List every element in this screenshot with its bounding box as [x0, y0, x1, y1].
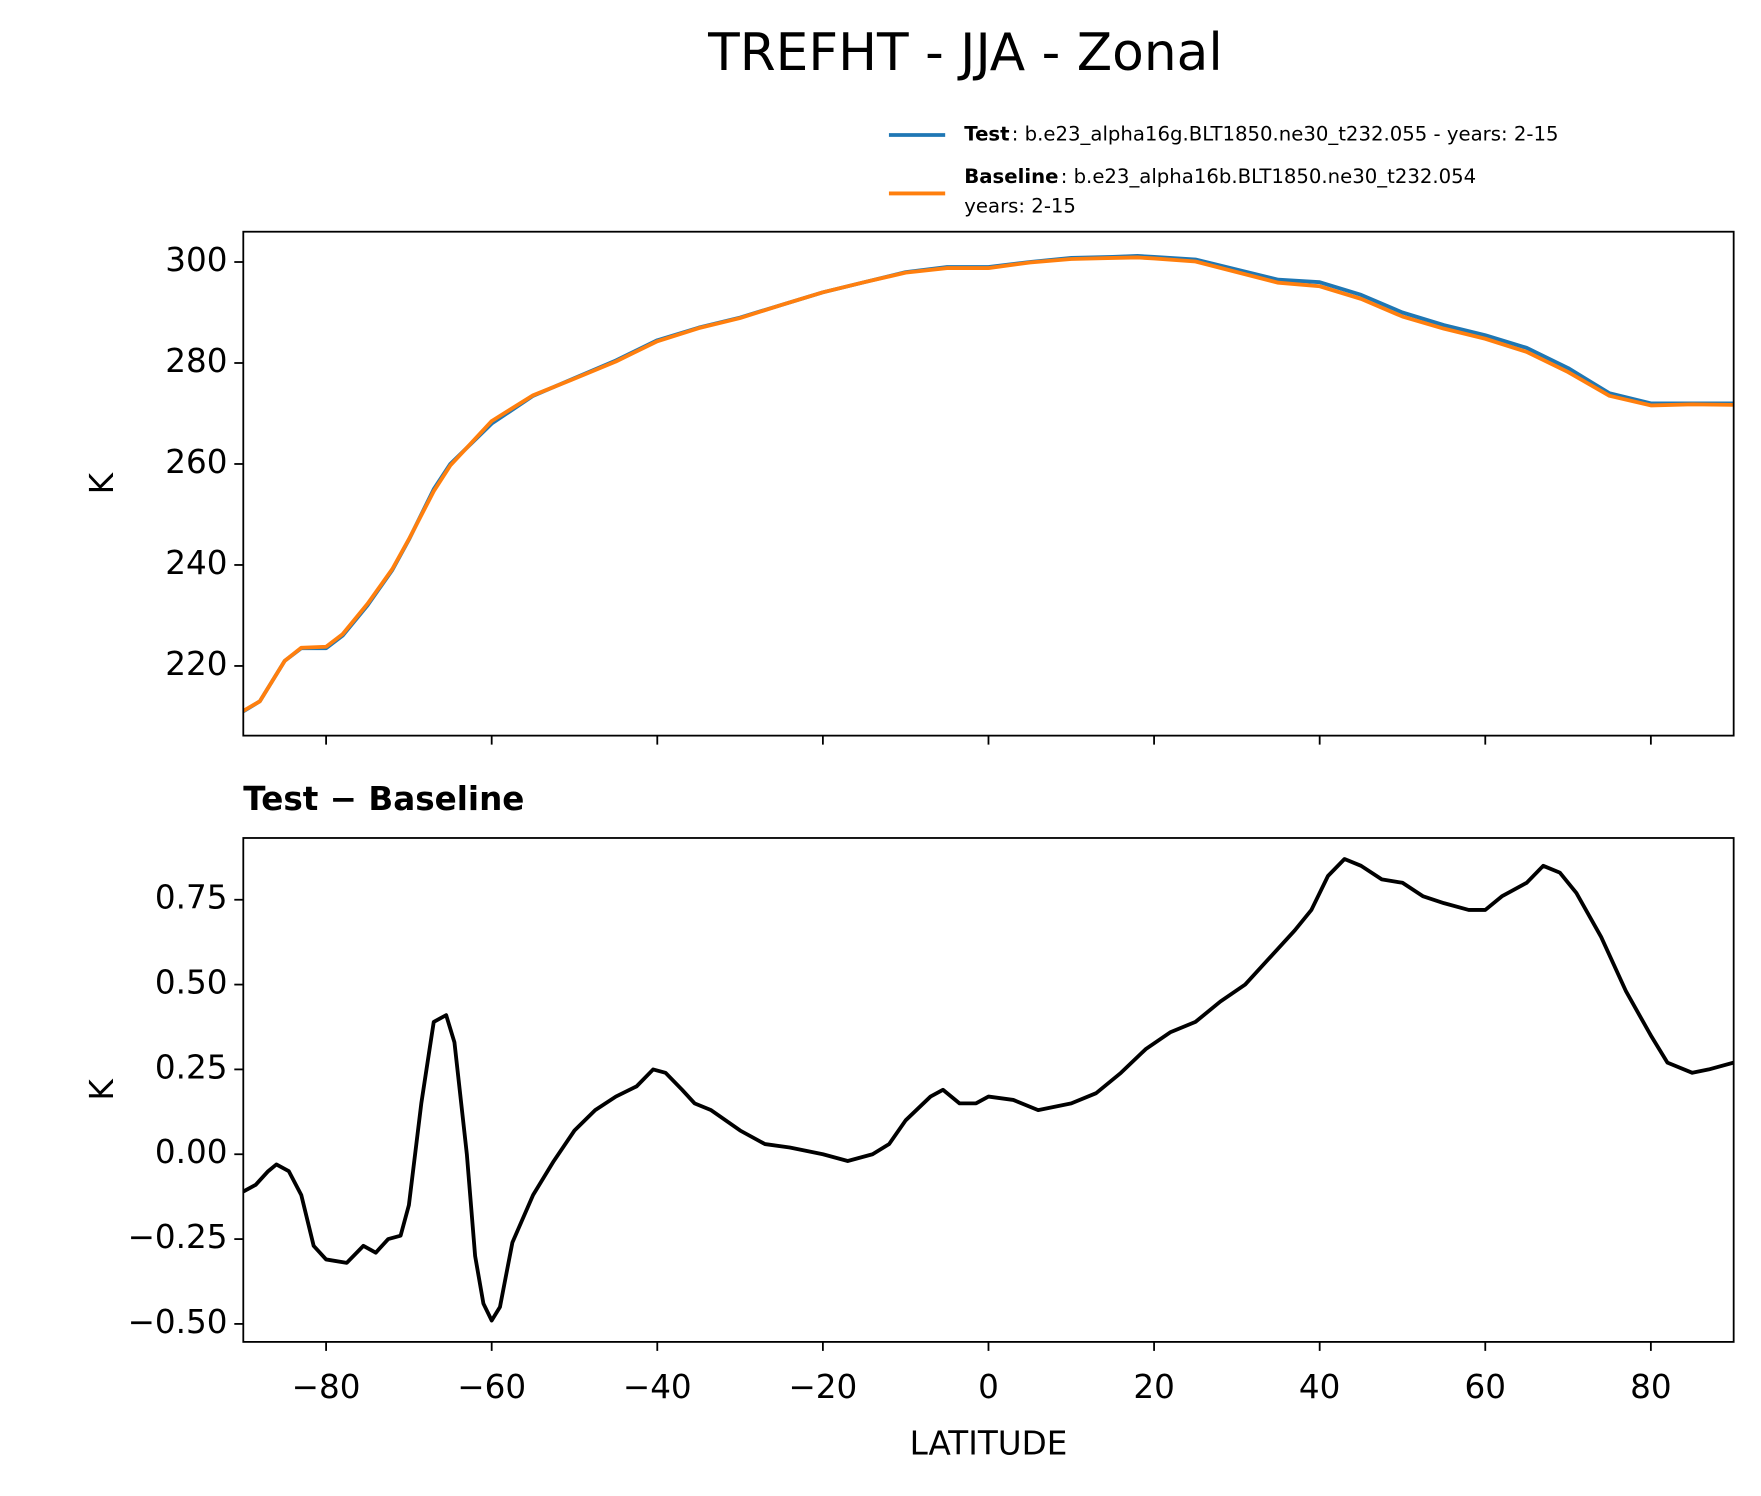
- data-line: [243, 254, 1734, 714]
- x-tick-label: −20: [788, 1368, 857, 1406]
- x-tick-label: 40: [1299, 1368, 1341, 1406]
- axes-frame: [242, 230, 1735, 737]
- legend-description: : b.e23_alpha16g.BLT1850.ne30_t232.055 -…: [1012, 122, 1559, 145]
- data-line: [243, 255, 1734, 713]
- axes-title: Test − Baseline: [243, 780, 524, 818]
- figure-title: TREFHT - JJA - Zonal: [707, 23, 1223, 83]
- x-tick-label: 20: [1133, 1368, 1175, 1406]
- x-tick-label: 80: [1630, 1368, 1671, 1406]
- y-axis-label: K: [83, 1078, 121, 1101]
- legend-description: years: 2-15: [964, 194, 1076, 217]
- y-tick-label: 280: [165, 342, 227, 380]
- y-tick-label: 240: [165, 544, 227, 582]
- y-tick-label: −0.50: [128, 1303, 228, 1341]
- y-tick-label: −0.25: [128, 1218, 228, 1256]
- x-tick-label: −60: [457, 1368, 526, 1406]
- x-tick-label: 0: [978, 1368, 999, 1406]
- legend-description: : b.e23_alpha16b.BLT1850.ne30_t232.054: [1061, 165, 1476, 188]
- legend-label: Baseline: [964, 165, 1058, 188]
- y-tick-label: 220: [165, 645, 227, 683]
- y-axis-label: K: [83, 471, 121, 494]
- y-tick-label: 0.50: [155, 964, 228, 1002]
- axes-frame: [242, 837, 1735, 1343]
- x-tick-label: −40: [623, 1368, 692, 1406]
- y-tick-label: 0.00: [155, 1133, 228, 1171]
- y-tick-label: 0.75: [155, 879, 228, 917]
- x-tick-label: 60: [1465, 1368, 1507, 1406]
- x-tick-label: −80: [292, 1368, 361, 1406]
- data-line: [243, 857, 1734, 1323]
- legend-label: Test: [964, 122, 1009, 145]
- y-tick-label: 260: [165, 443, 227, 481]
- x-axis-label: LATITUDE: [910, 1424, 1068, 1462]
- y-tick-label: 300: [165, 241, 227, 279]
- y-tick-label: 0.25: [155, 1048, 228, 1086]
